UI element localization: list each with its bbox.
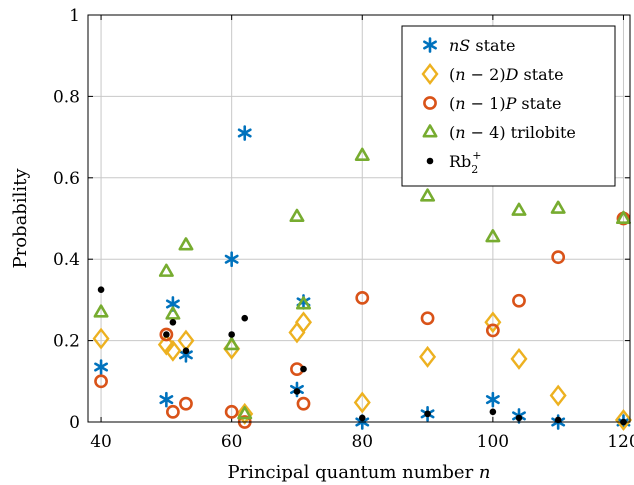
data-point [237,125,252,141]
data-point [288,321,306,344]
x-tick-label: 100 [477,432,509,452]
data-points [92,125,632,431]
data-point [169,318,177,326]
data-point [94,374,108,389]
data-point [294,311,313,334]
data-point [94,359,108,375]
y-tick-label: 1 [69,6,80,26]
data-point [237,406,253,420]
legend-label: (n − 4) trilobite [449,123,576,142]
data-point [510,347,528,370]
data-point [484,311,502,334]
data-point [97,286,105,294]
data-point [485,229,501,243]
series-4 [97,286,627,426]
data-point [157,333,175,356]
data-point [614,409,632,431]
data-point [549,384,567,407]
data-point [224,336,240,351]
data-point [92,327,110,350]
legend-label: (n − 2)D state [449,65,564,84]
legend-marker [423,37,437,53]
data-point [551,250,566,265]
data-point [512,293,526,308]
x-tick-label: 60 [221,432,243,452]
data-point [159,327,174,342]
data-point [615,210,631,225]
data-point [515,414,523,422]
y-tick-label: 0 [69,413,80,433]
legend-box [401,25,616,187]
data-point [355,290,370,305]
series-3 [93,147,631,420]
data-point [164,339,182,362]
data-point [228,331,235,338]
x-tick-label: 120 [607,432,634,452]
data-point [296,296,311,310]
data-point [354,147,370,161]
x-tick-label: 40 [90,432,112,452]
plot-frame [87,14,631,423]
y-tick-label: 0.6 [53,169,80,189]
x-axis-ticks: 40 60 80 100 120 [90,15,634,452]
data-point [224,251,239,268]
data-point [178,237,194,251]
data-point [293,388,301,395]
data-point [353,391,371,414]
data-point [296,396,311,411]
data-point [158,263,174,277]
legend-label: Rb2+ [449,149,482,176]
data-point [224,404,239,419]
data-point [420,188,436,202]
data-point [358,414,366,422]
y-axis-ticks: 0 0.2 0.4 0.6 0.8 1 [53,6,630,433]
x-axis-label: Principal quantum number n [227,462,490,483]
data-point [419,345,437,368]
data-point [485,323,500,338]
legend-marker [422,124,438,138]
y-tick-label: 0.4 [53,250,80,270]
data-point [485,391,500,408]
data-point [182,347,190,355]
data-point [159,391,174,408]
data-point [550,200,566,214]
data-point [420,311,435,326]
data-point [424,410,431,418]
data-point [165,306,181,320]
data-point [289,208,305,222]
data-point [236,402,254,425]
legend-label: (n − 1)P state [449,94,562,113]
legend: nS state (n − 2)D state (n − 1)P state (n −… [401,25,616,187]
data-point [163,331,170,338]
x-axis-label-n: n [479,462,491,483]
legend-marker [421,63,439,85]
y-tick-label: 0.8 [53,87,80,107]
legend-marker [423,96,437,110]
data-point [489,408,497,416]
y-tick-label: 0.2 [53,332,80,352]
legend-label: nS state [449,36,515,55]
data-point [93,304,109,318]
data-point [511,202,527,216]
data-point [241,314,249,322]
data-point [179,396,193,411]
data-point [165,404,180,419]
y-axis-label: Probability [10,168,31,269]
legend-marker [426,157,434,165]
data-point [300,365,307,373]
x-tick-label: 80 [351,432,373,452]
